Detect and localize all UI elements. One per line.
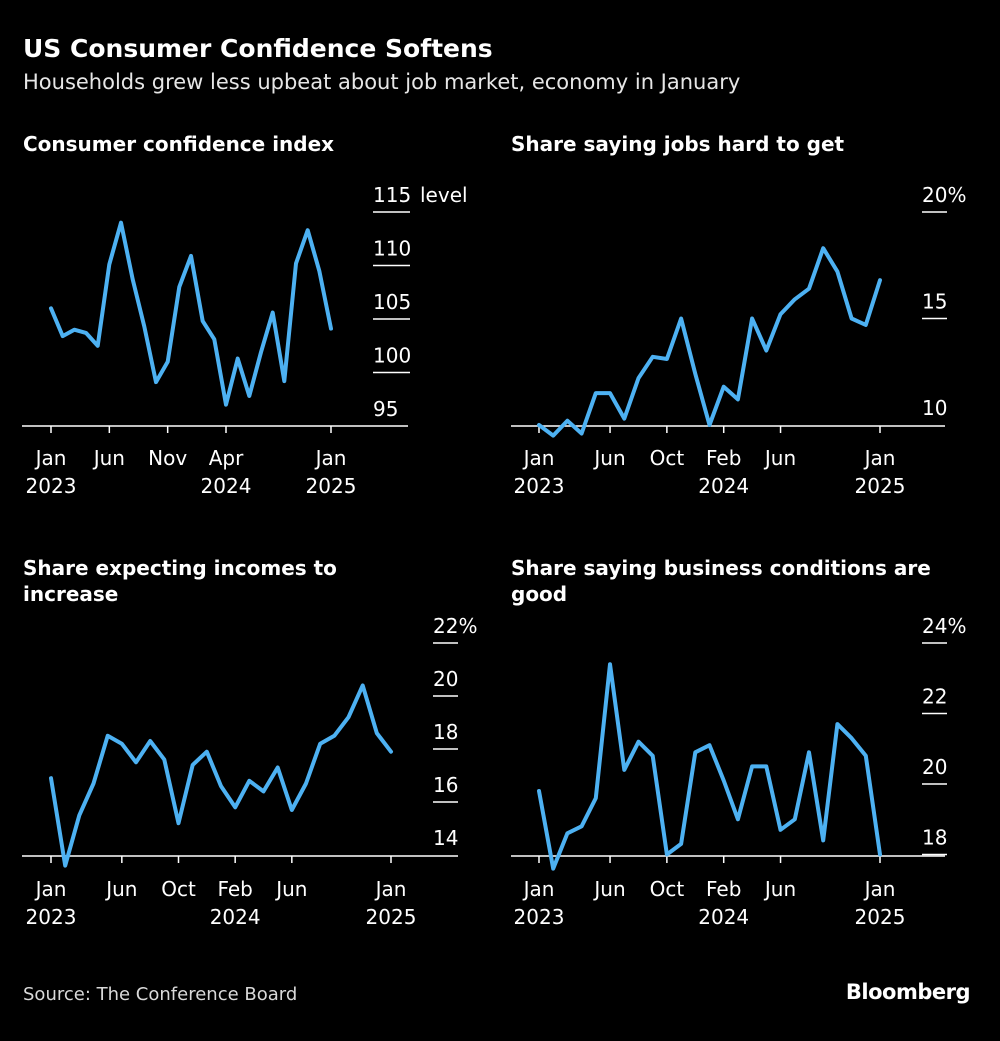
y-tick-label: 14: [433, 826, 458, 850]
x-tick-sublabel: 2024: [698, 474, 749, 498]
x-tick-label: Jan: [374, 877, 407, 901]
y-tick-label: 115: [373, 183, 411, 207]
x-tick-label: Jan: [34, 877, 67, 901]
x-tick-label: Oct: [650, 877, 685, 901]
x-tick-sublabel: 2023: [26, 905, 77, 929]
x-tick-sublabel: 2025: [306, 474, 357, 498]
y-tick-label: 16: [433, 773, 458, 797]
panel-title-confidence: Consumer confidence index: [23, 132, 335, 156]
y-tick-label: 110: [373, 237, 411, 261]
x-tick-sublabel: 2023: [26, 474, 77, 498]
x-tick-label: Nov: [148, 446, 187, 470]
x-tick-label: Jun: [274, 877, 307, 901]
x-tick-label: Jun: [104, 877, 137, 901]
y-tick-label: 18: [922, 826, 947, 850]
y-tick-label: 100: [373, 344, 411, 368]
x-tick-label: Jan: [522, 446, 555, 470]
x-tick-label: Jan: [34, 446, 67, 470]
x-tick-label: Feb: [217, 877, 252, 901]
series-line: [537, 662, 882, 871]
panel-title-business: Share saying business conditions are goo…: [511, 556, 931, 606]
y-tick-label: 20: [922, 755, 947, 779]
x-tick-label: Apr: [209, 446, 244, 470]
x-tick-sublabel: 2025: [855, 905, 906, 929]
x-tick-label: Jan: [863, 446, 896, 470]
y-tick-label: 15: [922, 290, 947, 314]
source-note: Source: The Conference Board: [23, 984, 298, 1005]
chart-subtitle: Households grew less upbeat about job ma…: [23, 70, 741, 94]
x-tick-sublabel: 2024: [698, 905, 749, 929]
x-tick-label: Jun: [92, 446, 125, 470]
x-tick-label: Jan: [314, 446, 347, 470]
x-tick-label: Jan: [863, 877, 896, 901]
x-tick-label: Jun: [763, 877, 796, 901]
bloomberg-logo: Bloomberg: [845, 980, 971, 1004]
y-tick-label: 95: [373, 397, 398, 421]
panel-title-incomes: Share expecting incomes to increase: [23, 556, 337, 606]
chart-title: US Consumer Confidence Softens: [23, 34, 493, 63]
x-tick-label: Oct: [650, 446, 685, 470]
x-tick-sublabel: 2025: [855, 474, 906, 498]
y-tick-label: 20%: [922, 183, 966, 207]
x-tick-label: Jun: [763, 446, 796, 470]
x-tick-label: Jan: [522, 877, 555, 901]
y-unit-label: level: [420, 183, 468, 207]
y-tick-label: 22: [922, 685, 947, 709]
panel-title-jobs: Share saying jobs hard to get: [511, 132, 845, 156]
x-tick-label: Jun: [592, 877, 625, 901]
y-tick-label: 18: [433, 720, 458, 744]
y-tick-label: 105: [373, 290, 411, 314]
x-tick-label: Feb: [706, 446, 741, 470]
y-tick-label: 22%: [433, 614, 477, 638]
x-tick-label: Oct: [161, 877, 196, 901]
x-tick-sublabel: 2024: [210, 905, 261, 929]
y-tick-label: 20: [433, 667, 458, 691]
x-tick-sublabel: 2025: [366, 905, 417, 929]
x-tick-label: Feb: [706, 877, 741, 901]
x-tick-sublabel: 2023: [514, 474, 565, 498]
x-tick-sublabel: 2024: [201, 474, 252, 498]
x-tick-label: Jun: [592, 446, 625, 470]
x-tick-sublabel: 2023: [514, 905, 565, 929]
y-tick-label: 24%: [922, 614, 966, 638]
y-tick-label: 10: [922, 396, 947, 420]
